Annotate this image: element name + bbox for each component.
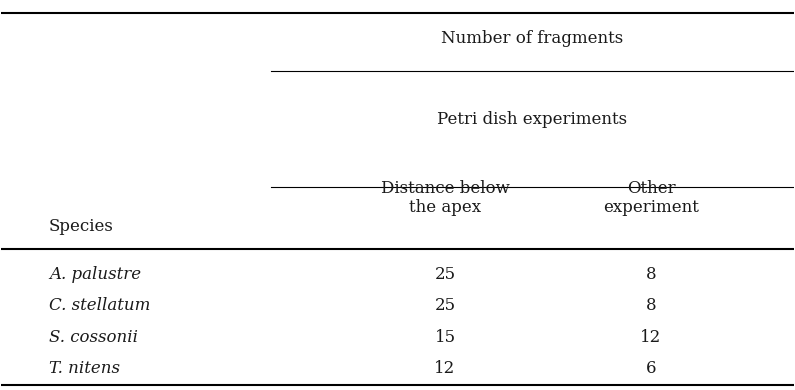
Text: Number of fragments: Number of fragments: [441, 30, 623, 47]
Text: C. stellatum: C. stellatum: [49, 297, 150, 314]
Text: 6: 6: [646, 360, 656, 377]
Text: Distance below
the apex: Distance below the apex: [381, 179, 510, 216]
Text: 25: 25: [435, 297, 456, 314]
Text: 12: 12: [641, 329, 661, 346]
Text: 8: 8: [646, 297, 657, 314]
Text: S. cossonii: S. cossonii: [49, 329, 138, 346]
Text: 12: 12: [434, 360, 456, 377]
Text: A. palustre: A. palustre: [49, 266, 141, 283]
Text: Other
experiment: Other experiment: [603, 179, 699, 216]
Text: Petri dish experiments: Petri dish experiments: [437, 111, 627, 128]
Text: Species: Species: [49, 218, 114, 235]
Text: 15: 15: [435, 329, 456, 346]
Text: T. nitens: T. nitens: [49, 360, 120, 377]
Text: 8: 8: [646, 266, 657, 283]
Text: 25: 25: [435, 266, 456, 283]
